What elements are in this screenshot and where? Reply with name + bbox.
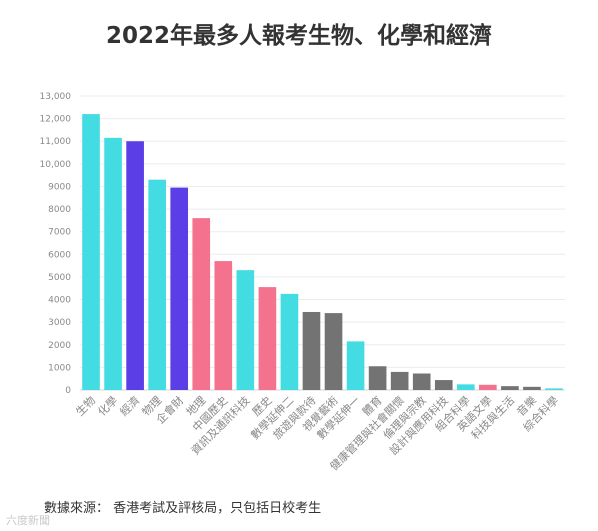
- y-tick-label: 10,000: [40, 160, 72, 170]
- bars: [82, 114, 563, 390]
- bar: [170, 187, 189, 390]
- bar: [236, 270, 255, 390]
- bar: [214, 261, 233, 390]
- source-note: 數據來源： 香港考試及評核局，只包括日校考生: [44, 501, 322, 516]
- bar: [82, 114, 100, 390]
- bar: [324, 313, 343, 390]
- y-tick-label: 0: [65, 386, 71, 396]
- bar: [368, 366, 387, 390]
- x-tick-label: 化學: [95, 393, 120, 418]
- x-tick-label: 經濟: [117, 393, 142, 418]
- bar: [280, 293, 299, 390]
- y-tick-label: 3000: [48, 318, 71, 328]
- bar: [390, 371, 409, 390]
- y-tick-label: 13,000: [40, 92, 72, 102]
- bar: [346, 341, 365, 390]
- y-tick-label: 9000: [48, 182, 71, 192]
- x-tick-label: 生物: [73, 393, 98, 418]
- y-tick-label: 8000: [48, 205, 71, 215]
- y-tick-label: 2000: [48, 341, 71, 351]
- y-tick-label: 12,000: [40, 115, 72, 125]
- bar: [126, 141, 144, 390]
- y-tick-label: 7000: [48, 228, 71, 238]
- y-tick-label: 1000: [48, 363, 71, 373]
- x-axis-ticks: 生物化學經濟物理企會財地理中國歷史資訊及通訊科技歷史數學延伸二旅遊與款待視覺藝術…: [73, 393, 561, 473]
- bar: [523, 386, 541, 390]
- y-tick-label: 6000: [48, 250, 71, 260]
- y-axis-ticks: 0 1000 2000 3000 4000 5000 6000 7000 8000 9000 10,…: [40, 92, 72, 396]
- bar: [479, 384, 497, 390]
- bar: [104, 137, 122, 390]
- watermark: 六度新聞: [6, 514, 50, 527]
- bar: [258, 287, 277, 390]
- bar: [148, 179, 166, 390]
- chart-title: 2022年最多人報考生物、化學和經濟: [105, 23, 492, 49]
- bar: [412, 373, 431, 390]
- bar: [456, 384, 475, 390]
- bar: [434, 380, 453, 390]
- bar: [501, 386, 519, 390]
- bar: [302, 311, 321, 390]
- y-tick-label: 11,000: [40, 137, 72, 147]
- y-tick-label: 4000: [48, 296, 71, 306]
- bar: [192, 218, 211, 390]
- y-tick-label: 5000: [48, 273, 71, 283]
- bar: [545, 388, 563, 390]
